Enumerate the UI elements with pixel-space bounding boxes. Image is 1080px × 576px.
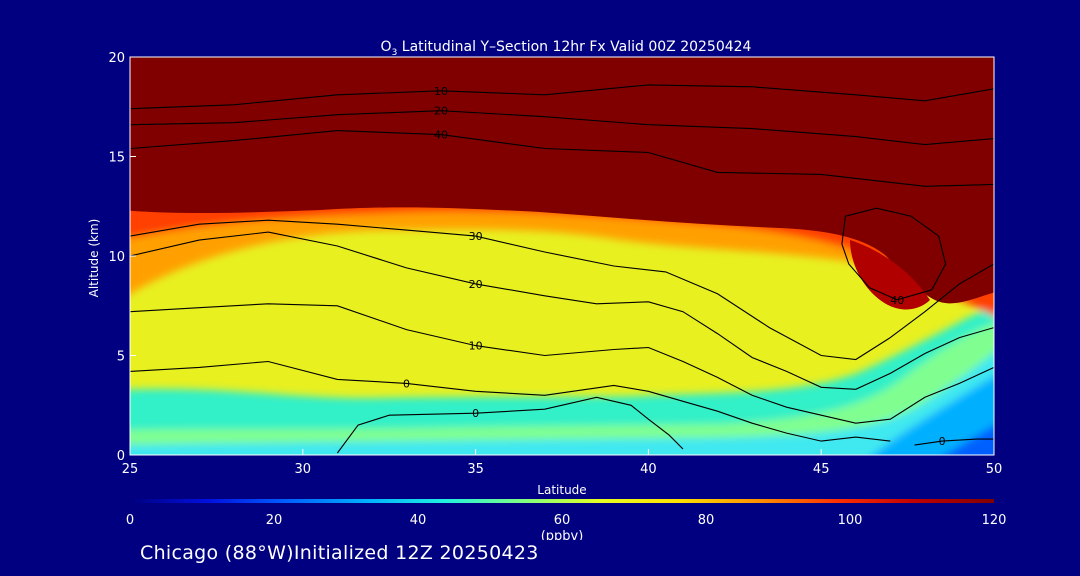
field-lower-band <box>130 323 994 455</box>
contour-label: 40 <box>890 294 904 307</box>
y-tick-label: 20 <box>108 51 125 66</box>
contour-label: 40 <box>434 129 448 142</box>
colorbar-tick-label: 120 <box>982 513 1007 528</box>
contour-lines: 0 0 0 10 20 30 40 10 20 40 <box>130 84 994 454</box>
title-prefix: O <box>381 39 392 55</box>
colorbar-tick-label: 20 <box>266 513 283 528</box>
contour-line <box>130 231 994 390</box>
x-tick-label: 50 <box>986 462 1003 477</box>
y-axis: 0 5 10 15 20 <box>108 51 136 464</box>
contour-line <box>336 396 684 454</box>
y-tick-label: 10 <box>108 250 125 265</box>
title-rest: Latitudinal Y–Section 12hr Fx Valid 00Z … <box>397 39 751 55</box>
contour-line <box>130 130 994 187</box>
colorbar-tick-label: 100 <box>838 513 863 528</box>
field-blue-band <box>872 376 994 455</box>
colorbar-label: (ppbv) <box>541 529 584 540</box>
ozone-field: 0 0 0 10 20 30 40 10 20 40 <box>130 57 994 455</box>
contour-label: 30 <box>469 230 483 243</box>
contour-label: 20 <box>434 105 448 118</box>
y-axis-label: Altitude (km) <box>87 219 101 298</box>
x-tick-label: 30 <box>295 462 312 477</box>
field-low-band <box>130 304 994 455</box>
field-dark-lobe <box>850 240 930 310</box>
contour-line <box>130 303 994 424</box>
contour-label: 10 <box>469 340 483 353</box>
colorbar-tick-label: 0 <box>126 513 134 528</box>
contour-line <box>130 219 994 361</box>
ozone-cross-section-chart: O3 Latitudinal Y–Section 12hr Fx Valid 0… <box>87 39 1007 544</box>
contour-line <box>130 110 994 146</box>
contour-label: 10 <box>434 85 448 98</box>
contour-line <box>130 84 994 110</box>
contour-label: 20 <box>469 278 483 291</box>
contour-line <box>130 360 891 442</box>
contour-label: 0 <box>472 407 479 420</box>
x-tick-label: 35 <box>467 462 484 477</box>
chart-title: O3 Latitudinal Y–Section 12hr Fx Valid 0… <box>381 39 752 58</box>
field-dark-upper <box>130 57 994 304</box>
field-deepblue-band <box>945 425 994 455</box>
y-tick-label: 15 <box>108 151 125 166</box>
colorbar-tick-label: 60 <box>554 513 571 528</box>
x-tick-label: 25 <box>122 462 139 477</box>
footer-info: Chicago (88°W)Initialized 12Z 20250423 <box>140 542 539 564</box>
title-subscript: 3 <box>392 48 398 58</box>
contour-label: 0 <box>403 377 410 390</box>
colorbar-ticks: 0 20 40 60 80 100 120 <box>126 513 1007 528</box>
y-tick-label: 5 <box>117 350 125 365</box>
colorbar-tick-label: 80 <box>698 513 715 528</box>
x-tick-label: 40 <box>640 462 657 477</box>
colorbar <box>130 499 994 503</box>
contour-label: 0 <box>939 435 946 448</box>
colorbar-tick-label: 40 <box>410 513 427 528</box>
y-tick-label: 0 <box>117 449 125 464</box>
x-axis: 25 30 35 40 45 50 <box>122 449 1003 477</box>
x-tick-label: 45 <box>813 462 830 477</box>
contour-line <box>914 438 994 446</box>
contour-line <box>841 207 947 301</box>
x-axis-label: Latitude <box>537 483 586 497</box>
